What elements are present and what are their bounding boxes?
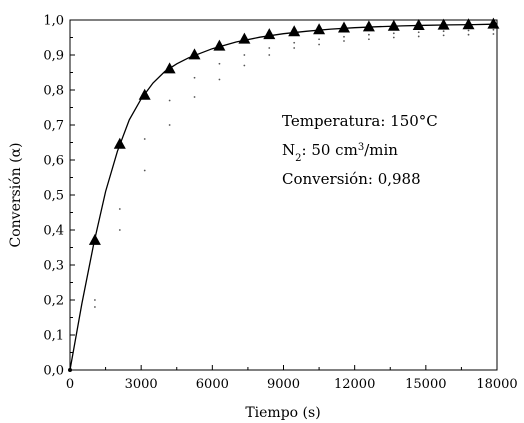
dotted-point [268, 54, 271, 56]
dotted-point [168, 99, 171, 102]
dotted-point [193, 96, 196, 98]
dotted-point [293, 41, 296, 44]
data-point-marker [362, 20, 375, 32]
dotted-point [442, 30, 445, 33]
y-tick-label: 0,7 [43, 119, 64, 134]
dotted-point [417, 35, 420, 38]
dotted-point [243, 54, 246, 56]
dotted-point [193, 76, 196, 79]
dotted-point [268, 47, 271, 49]
y-axis-title: Conversión (α) [8, 143, 24, 248]
annotation-conversion: Conversión: 0,988 [282, 170, 421, 188]
data-point-marker [188, 48, 201, 60]
dotted-point [143, 169, 146, 172]
y-tick-label: 0,0 [43, 364, 64, 379]
dotted-point [417, 31, 420, 34]
dotted-point [218, 78, 221, 81]
dotted-point [293, 47, 296, 49]
dotted-point [318, 38, 320, 41]
dotted-point [168, 124, 171, 126]
x-tick-label: 6000 [196, 377, 229, 392]
y-tick-label: 0,3 [43, 259, 64, 274]
y-tick-label: 0,6 [43, 154, 64, 169]
y-tick-label: 1,0 [43, 14, 64, 29]
data-point-marker [288, 25, 301, 37]
x-tick-label: 9000 [267, 377, 300, 392]
annotation-flow: N2: 50 cm3/min [282, 141, 398, 164]
dotted-point [118, 229, 121, 231]
dotted-point [392, 32, 395, 35]
dotted-point [492, 33, 495, 35]
y-tick-label: 0,2 [43, 294, 64, 309]
x-tick-label: 0 [66, 377, 74, 392]
fit-curve [69, 23, 494, 371]
dotted-point [94, 299, 96, 301]
dotted-point [94, 306, 96, 308]
y-tick-label: 0,4 [43, 224, 64, 239]
dotted-point [218, 62, 221, 65]
data-point-marker [238, 32, 251, 44]
data-point-marker [113, 137, 126, 149]
data-point-marker [387, 19, 400, 31]
dotted-curves [94, 28, 495, 308]
data-point-marker [68, 368, 72, 372]
dotted-point [467, 29, 470, 32]
data-point-marker [163, 62, 176, 74]
x-tick-label: 18000 [476, 377, 517, 392]
data-point-marker [462, 18, 475, 30]
x-axis-title: Tiempo (s) [245, 405, 320, 421]
data-point-marker [213, 39, 226, 51]
data-markers [68, 17, 500, 372]
data-point-marker [138, 88, 151, 100]
dotted-point [467, 33, 470, 36]
y-tick-label: 0,5 [43, 189, 64, 204]
x-axis-ticks: 0 3000 6000 9000 12000 15000 18000 [66, 365, 518, 392]
data-point-marker [487, 17, 500, 29]
dotted-point [143, 138, 146, 140]
dotted-point [368, 38, 370, 41]
dotted-point [343, 40, 345, 42]
data-point-marker [412, 19, 425, 30]
dotted-point [368, 33, 370, 36]
dotted-point [392, 36, 395, 39]
x-tick-label: 12000 [334, 377, 375, 392]
y-axis-ticks: 0,0 0,1 0,2 0,3 0,4 0,5 0,6 0,7 0,8 0,9 1,0 [43, 14, 75, 379]
data-point-marker [313, 23, 326, 35]
plot-frame [69, 19, 498, 371]
y-tick-label: 0,8 [43, 84, 64, 99]
dotted-point [243, 64, 246, 67]
data-point-marker [338, 21, 350, 33]
dotted-point [343, 35, 345, 38]
dotted-point [318, 43, 320, 46]
data-point-marker [437, 18, 450, 30]
data-point-marker [88, 233, 101, 245]
annotation-temperature: Temperatura: 150°C [282, 112, 438, 130]
y-tick-label: 0,1 [43, 329, 64, 344]
y-tick-label: 0,9 [43, 49, 64, 64]
x-tick-label: 15000 [405, 377, 446, 392]
dotted-point [492, 28, 495, 31]
dotted-point [118, 208, 121, 210]
x-tick-label: 3000 [125, 377, 158, 392]
data-point-marker [263, 28, 276, 40]
dotted-point [442, 34, 445, 37]
